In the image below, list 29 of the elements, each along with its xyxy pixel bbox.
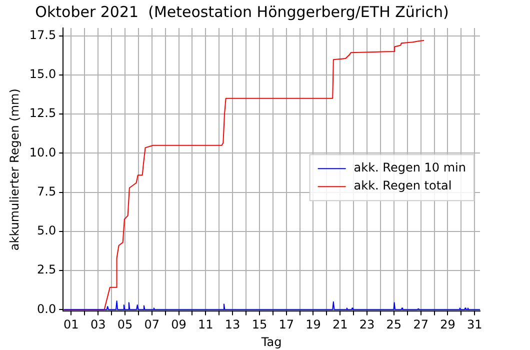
x-tick-label: 17	[278, 318, 294, 332]
x-tick-label: 29	[440, 318, 456, 332]
y-axis-title: akkumulierter Regen (mm)	[7, 88, 22, 251]
x-tick-label: 03	[90, 318, 106, 332]
legend-label: akk. Regen 10 min	[354, 160, 466, 175]
x-tick-label: 05	[117, 318, 133, 332]
x-tick-label: 15	[252, 318, 268, 332]
x-tick-label: 09	[171, 318, 186, 332]
x-tick-label: 31	[466, 318, 482, 332]
y-tick-label: 7.5	[37, 184, 56, 198]
x-tick-label: 11	[198, 318, 214, 332]
y-tick-label: 12.5	[29, 106, 56, 120]
y-tick-label: 5.0	[37, 224, 56, 238]
x-tick-label: 01	[64, 318, 79, 332]
x-tick-label: 23	[359, 318, 375, 332]
chart-title: Oktober 2021 (Meteostation Hönggerberg/ETH Zürich)	[35, 2, 449, 21]
legend-label: akk. Regen total	[354, 178, 452, 193]
x-tick-label: 19	[306, 318, 321, 332]
x-tick-label: 27	[413, 318, 428, 332]
x-axis-title: Tag	[260, 334, 282, 349]
y-tick-label: 10.0	[29, 145, 56, 160]
y-tick-label: 17.5	[29, 28, 56, 42]
x-tick-label: 21	[332, 318, 348, 332]
y-tick-label: 15.0	[29, 67, 56, 82]
x-tick-label: 13	[224, 318, 240, 332]
y-tick-label: 2.5	[37, 262, 56, 277]
x-tick-label: 25	[386, 318, 402, 332]
x-tick-label: 07	[144, 318, 160, 332]
y-tick-label: 0.0	[37, 302, 56, 316]
